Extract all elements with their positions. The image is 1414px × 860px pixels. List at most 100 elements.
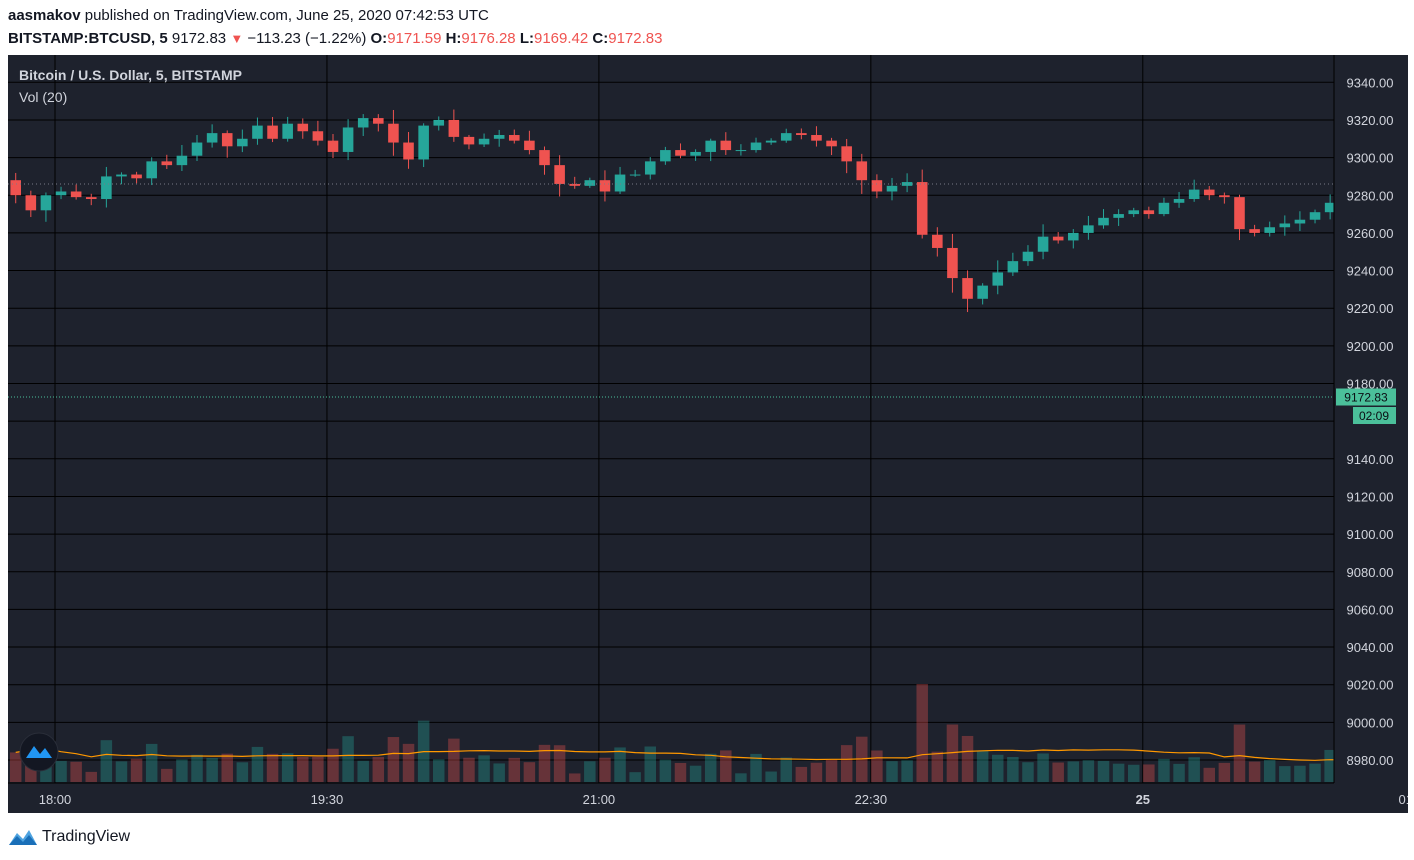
price-tick-label: 9080.00 [1347, 565, 1394, 580]
symbol-label: BITSTAMP:BTCUSD, 5 [8, 30, 168, 47]
candle-body [161, 161, 173, 166]
volume-bar [599, 757, 611, 782]
countdown-text: 02:09 [1359, 409, 1389, 423]
watermark-circle [19, 732, 59, 772]
candle-body [916, 182, 928, 235]
volume-bar [266, 753, 279, 782]
time-axis[interactable]: 18:0019:3021:0022:302501:3003:0004:3006:… [39, 792, 1408, 807]
close-label: C: [592, 30, 609, 47]
price-tick-label: 9240.00 [1347, 264, 1394, 279]
candle-body [342, 127, 354, 152]
volume-bar [901, 760, 913, 782]
price-tick-label: 9260.00 [1347, 226, 1394, 241]
candle-body [463, 136, 475, 145]
open-label: O: [370, 30, 388, 47]
price-tick-label: 9280.00 [1347, 188, 1394, 203]
volume-bar [281, 753, 294, 782]
volume-bar [946, 724, 959, 782]
price-tick-label: 9000.00 [1347, 715, 1394, 730]
candle-body [992, 272, 1004, 286]
price-tick-label: 9320.00 [1347, 113, 1394, 128]
candle-body [1219, 195, 1230, 198]
volume-bar [840, 745, 853, 782]
publish-info: aasmakov published on TradingView.com, J… [8, 7, 489, 24]
published-text: published on TradingView.com, June 25, 2… [84, 7, 489, 24]
volume-bar [251, 746, 264, 782]
candle-body [1113, 214, 1124, 218]
volume-bar [1263, 760, 1276, 782]
candle-body [282, 123, 293, 139]
volume-bar [765, 771, 777, 782]
author-name[interactable]: aasmakov [8, 7, 81, 24]
candle-body [146, 161, 157, 179]
countdown-tag-bg [1353, 406, 1396, 424]
candle-body [750, 142, 762, 151]
candle-body [871, 180, 883, 192]
candle-body [252, 125, 263, 139]
volume-bar [961, 735, 974, 782]
volume-bar [433, 759, 445, 782]
close-value: 9172.83 [608, 30, 663, 47]
volume-bar [145, 743, 158, 782]
candle-body [705, 140, 716, 152]
volume-bar [85, 771, 97, 782]
footer-brand-text: TradingView [42, 828, 131, 845]
volume-bar [976, 750, 989, 782]
candle-body [1022, 251, 1034, 262]
candle-body [388, 123, 399, 143]
candle-body [10, 180, 22, 196]
volume-bar [931, 751, 944, 782]
candle-body [660, 150, 671, 162]
volume-bar [327, 748, 339, 782]
candle-body [841, 146, 852, 162]
volume-bar [674, 762, 687, 782]
candle-body [1143, 210, 1155, 215]
volume-bar [523, 762, 536, 782]
candle-body [1234, 197, 1245, 230]
candle-body [448, 119, 460, 137]
candle-body [886, 185, 898, 192]
volume-bar [176, 759, 188, 782]
price-tick-label: 9200.00 [1347, 339, 1394, 354]
candle-body [1309, 212, 1321, 220]
volume-bar [1067, 761, 1080, 782]
tradingview-watermark-icon[interactable] [19, 732, 59, 772]
candle-body [55, 191, 67, 196]
last-price-tag-bg [1336, 388, 1396, 406]
candle-body [206, 133, 218, 143]
last-price-tag: 9172.83 02:09 [1336, 388, 1396, 424]
volume-bar [871, 750, 883, 782]
volume-bar [704, 753, 717, 782]
candle-body [735, 150, 747, 152]
candle-body [85, 197, 97, 200]
candle-body [267, 125, 278, 139]
candle-body [1007, 261, 1019, 273]
price-axis[interactable]: 8980.00 9000.00 9020.00 9040.00 9060.00 9080.… [1347, 75, 1394, 768]
candle-body [599, 180, 611, 192]
candle-body [373, 118, 384, 124]
symbol-ohlc-row: BITSTAMP:BTCUSD, 5 9172.83 ▼ −113.23 (−1… [8, 30, 662, 47]
volume-bar [1248, 761, 1261, 782]
volume-bar [387, 737, 400, 782]
volume-bar [689, 765, 702, 782]
volume-bar [886, 761, 898, 782]
volume-bar [1203, 767, 1216, 782]
volume-bar [115, 761, 128, 782]
volume-bar [448, 738, 460, 782]
volume-bar [9, 752, 22, 782]
volume-bar [55, 760, 67, 782]
volume-bar [1218, 762, 1231, 782]
footer-brand[interactable]: TradingView [8, 826, 130, 848]
candle-body [932, 234, 943, 248]
price-tick-label: 9040.00 [1347, 640, 1394, 655]
price-tick-label: 9120.00 [1347, 489, 1394, 504]
price-tick-label: 9300.00 [1347, 151, 1394, 166]
candle-body [584, 180, 596, 186]
price-tick-label: 9180.00 [1347, 377, 1394, 392]
candle-body [569, 183, 581, 186]
candle-body [493, 135, 505, 139]
chart-grid [8, 55, 1334, 783]
candle-body [357, 118, 369, 128]
price-chart[interactable]: 8980.00 9000.00 9020.00 9040.00 9060.00 9080.… [8, 55, 1408, 813]
volume-bar [810, 762, 823, 782]
